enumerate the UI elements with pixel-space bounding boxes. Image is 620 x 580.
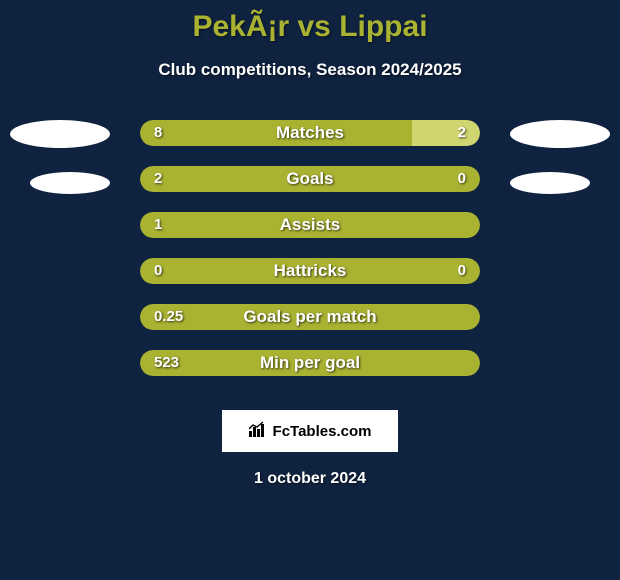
player-right-logo: [510, 172, 590, 194]
bar-goals-per-match: 0.25 Goals per match: [140, 304, 480, 330]
bar-hattricks: 0 Hattricks 0: [140, 258, 480, 284]
bar-min-per-goal: 523 Min per goal: [140, 350, 480, 376]
footer-brand-logo: FcTables.com: [222, 410, 398, 452]
bar-left-fill: [140, 212, 480, 238]
stat-row-goals: 2 Goals 0: [0, 166, 620, 212]
bar-left-fill: [140, 258, 480, 284]
bar-left-fill: [140, 304, 480, 330]
bar-assists: 1 Assists: [140, 212, 480, 238]
stat-row-assists: 1 Assists: [0, 212, 620, 258]
bar-left-fill: [140, 350, 480, 376]
subtitle: Club competitions, Season 2024/2025: [0, 60, 620, 80]
player-left-logo: [30, 172, 110, 194]
stat-row-goals-per-match: 0.25 Goals per match: [0, 304, 620, 350]
bar-left-fill: [140, 166, 480, 192]
footer-date: 1 october 2024: [0, 470, 620, 488]
footer-brand-text: FcTables.com: [273, 423, 372, 440]
stat-row-min-per-goal: 523 Min per goal: [0, 350, 620, 396]
player-right-logo: [510, 120, 610, 148]
bar-matches: 8 Matches 2: [140, 120, 480, 146]
bar-left-fill: [140, 120, 412, 146]
stats-bars: 8 Matches 2 2 Goals 0 1 Assists 0 Ha: [0, 120, 620, 396]
bar-goals: 2 Goals 0: [140, 166, 480, 192]
stat-row-matches: 8 Matches 2: [0, 120, 620, 166]
page-title: PekÃ¡r vs Lippai: [0, 0, 620, 44]
chart-icon: [249, 421, 269, 442]
player-left-logo: [10, 120, 110, 148]
bar-right-fill: [412, 120, 480, 146]
stat-row-hattricks: 0 Hattricks 0: [0, 258, 620, 304]
